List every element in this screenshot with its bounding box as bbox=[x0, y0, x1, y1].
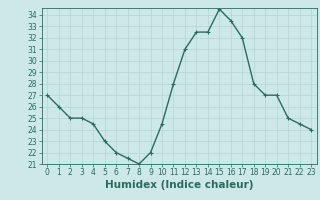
X-axis label: Humidex (Indice chaleur): Humidex (Indice chaleur) bbox=[105, 180, 253, 190]
